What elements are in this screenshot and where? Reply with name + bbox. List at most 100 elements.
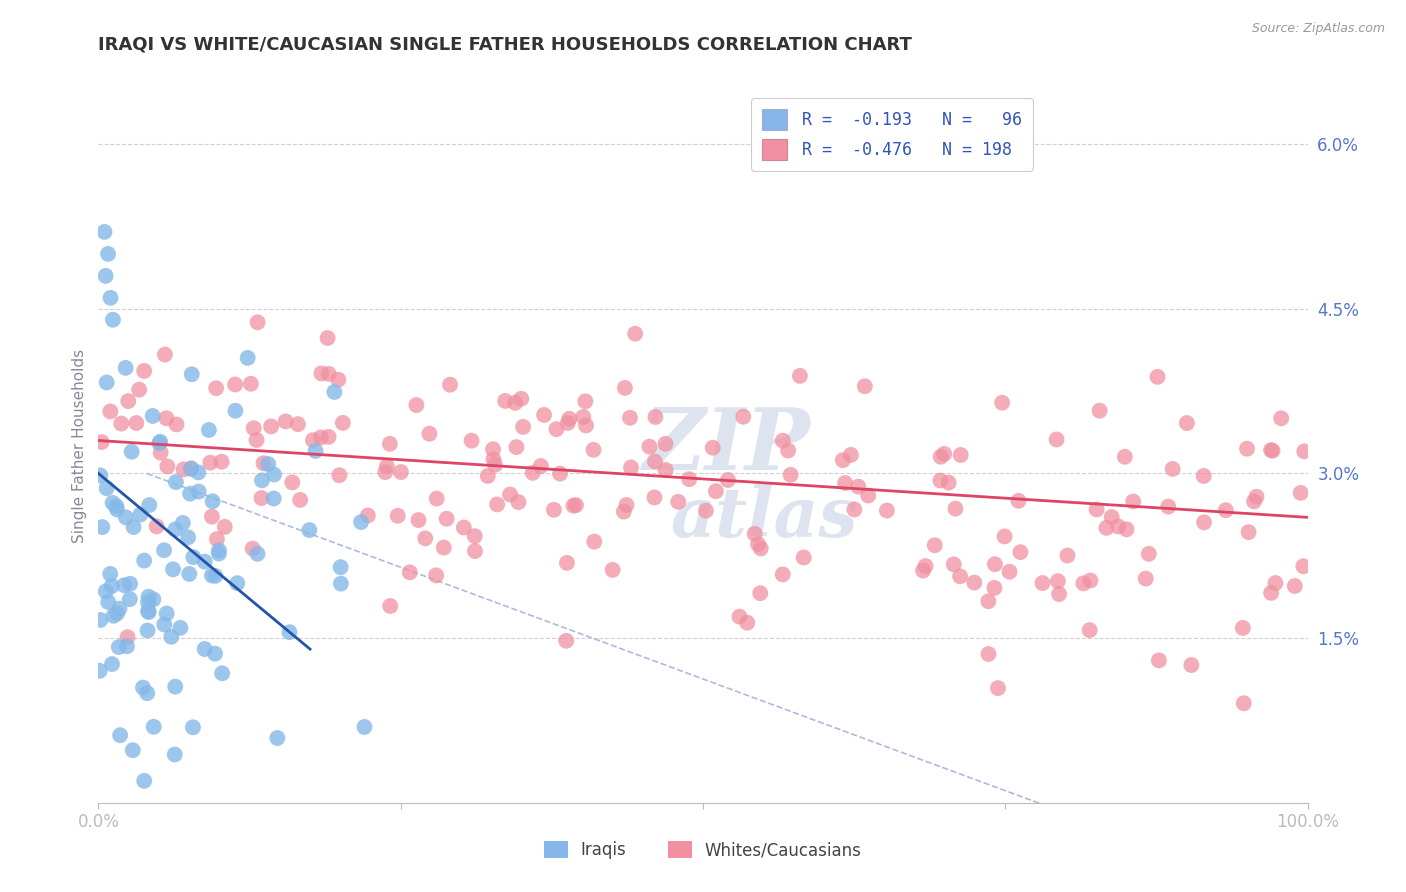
Point bbox=[129, 508, 152, 522]
Point bbox=[136, 595, 159, 609]
Point bbox=[1115, 522, 1137, 536]
Point bbox=[1243, 494, 1265, 508]
Point bbox=[1175, 416, 1198, 430]
Point bbox=[853, 379, 876, 393]
Point bbox=[107, 640, 129, 654]
Point bbox=[1088, 403, 1111, 417]
Point bbox=[311, 367, 333, 381]
Point bbox=[162, 562, 184, 576]
Point bbox=[533, 408, 555, 422]
Point bbox=[772, 567, 794, 582]
Text: atlas: atlas bbox=[669, 483, 858, 551]
Point bbox=[105, 607, 128, 621]
Point bbox=[173, 462, 195, 476]
Point bbox=[281, 475, 304, 490]
Point bbox=[991, 395, 1014, 409]
Point bbox=[128, 383, 150, 397]
Point bbox=[101, 657, 124, 671]
Point bbox=[613, 381, 636, 395]
Point bbox=[374, 465, 396, 479]
Point bbox=[844, 502, 866, 516]
Point bbox=[134, 773, 156, 788]
Point bbox=[97, 595, 120, 609]
Point bbox=[100, 291, 122, 305]
Point bbox=[148, 436, 170, 450]
Point bbox=[1137, 547, 1160, 561]
Point bbox=[121, 444, 143, 458]
Point bbox=[695, 504, 717, 518]
Point bbox=[153, 617, 176, 632]
Point bbox=[224, 377, 246, 392]
Point bbox=[89, 613, 111, 627]
Point bbox=[125, 416, 148, 430]
Point bbox=[643, 491, 665, 505]
Point bbox=[1237, 525, 1260, 540]
Point bbox=[1180, 658, 1202, 673]
Point bbox=[357, 508, 380, 523]
Point bbox=[179, 486, 201, 500]
Point bbox=[436, 512, 458, 526]
Point bbox=[183, 550, 205, 565]
Point bbox=[298, 523, 321, 537]
Point bbox=[1215, 503, 1237, 517]
Point bbox=[180, 368, 202, 382]
Point bbox=[1056, 549, 1078, 563]
Point bbox=[198, 423, 221, 437]
Point bbox=[90, 435, 112, 450]
Point bbox=[236, 351, 259, 365]
Point bbox=[508, 495, 530, 509]
Point bbox=[464, 544, 486, 558]
Point bbox=[987, 681, 1010, 695]
Point bbox=[1101, 510, 1123, 524]
Point bbox=[136, 624, 159, 638]
Point bbox=[505, 440, 527, 454]
Point bbox=[309, 430, 332, 444]
Point bbox=[582, 442, 605, 457]
Point bbox=[413, 532, 436, 546]
Point bbox=[562, 499, 585, 513]
Point bbox=[239, 376, 262, 391]
Point bbox=[1031, 576, 1053, 591]
Point bbox=[177, 530, 200, 544]
Point bbox=[1073, 576, 1095, 591]
Point bbox=[246, 315, 269, 329]
Point bbox=[134, 364, 156, 378]
Text: IRAQI VS WHITE/CAUCASIAN SINGLE FATHER HOUSEHOLDS CORRELATION CHART: IRAQI VS WHITE/CAUCASIAN SINGLE FATHER H… bbox=[98, 36, 912, 54]
Point bbox=[546, 422, 568, 436]
Point bbox=[204, 647, 226, 661]
Point bbox=[110, 417, 132, 431]
Point bbox=[288, 492, 311, 507]
Point bbox=[260, 419, 283, 434]
Point bbox=[558, 411, 581, 425]
Point bbox=[1232, 621, 1254, 635]
Point bbox=[242, 541, 264, 556]
Point bbox=[464, 529, 486, 543]
Point bbox=[389, 465, 412, 479]
Point bbox=[998, 565, 1021, 579]
Point bbox=[1246, 490, 1268, 504]
Point bbox=[772, 434, 794, 448]
Point bbox=[749, 586, 772, 600]
Point bbox=[1046, 574, 1069, 589]
Point bbox=[318, 367, 340, 381]
Point bbox=[89, 468, 111, 483]
Point bbox=[380, 599, 402, 613]
Point bbox=[565, 498, 588, 512]
Point bbox=[378, 437, 401, 451]
Point bbox=[108, 728, 131, 742]
Point bbox=[318, 430, 340, 444]
Point bbox=[350, 515, 373, 529]
Point bbox=[149, 434, 172, 449]
Point bbox=[93, 225, 115, 239]
Point bbox=[208, 543, 231, 558]
Point bbox=[205, 532, 228, 546]
Point bbox=[963, 575, 986, 590]
Point bbox=[1161, 462, 1184, 476]
Point bbox=[1080, 574, 1102, 588]
Point bbox=[1294, 444, 1316, 458]
Point bbox=[484, 458, 506, 472]
Point bbox=[115, 639, 138, 653]
Point bbox=[510, 392, 533, 406]
Point bbox=[1010, 545, 1032, 559]
Point bbox=[644, 454, 666, 468]
